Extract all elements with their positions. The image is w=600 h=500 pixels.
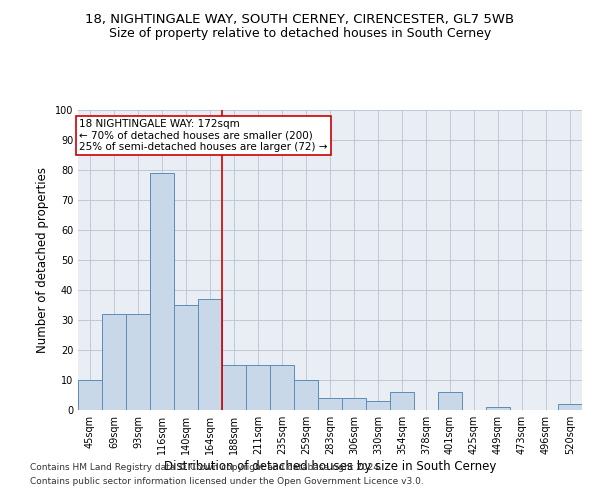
Text: 18 NIGHTINGALE WAY: 172sqm
← 70% of detached houses are smaller (200)
25% of sem: 18 NIGHTINGALE WAY: 172sqm ← 70% of deta…: [79, 119, 328, 152]
Y-axis label: Number of detached properties: Number of detached properties: [36, 167, 49, 353]
Bar: [78, 380, 102, 410]
Bar: [198, 299, 222, 410]
Text: 18, NIGHTINGALE WAY, SOUTH CERNEY, CIRENCESTER, GL7 5WB: 18, NIGHTINGALE WAY, SOUTH CERNEY, CIREN…: [85, 12, 515, 26]
Bar: [318, 398, 342, 410]
Bar: [222, 365, 246, 410]
Bar: [558, 404, 582, 410]
X-axis label: Distribution of detached houses by size in South Cerney: Distribution of detached houses by size …: [164, 460, 496, 473]
Bar: [246, 365, 270, 410]
Bar: [390, 392, 414, 410]
Bar: [486, 407, 510, 410]
Bar: [150, 173, 174, 410]
Bar: [270, 365, 294, 410]
Text: Size of property relative to detached houses in South Cerney: Size of property relative to detached ho…: [109, 28, 491, 40]
Text: Contains public sector information licensed under the Open Government Licence v3: Contains public sector information licen…: [30, 477, 424, 486]
Bar: [438, 392, 462, 410]
Text: Contains HM Land Registry data © Crown copyright and database right 2024.: Contains HM Land Registry data © Crown c…: [30, 464, 382, 472]
Bar: [102, 314, 126, 410]
Bar: [174, 305, 198, 410]
Bar: [366, 401, 390, 410]
Bar: [294, 380, 318, 410]
Bar: [342, 398, 366, 410]
Bar: [126, 314, 150, 410]
